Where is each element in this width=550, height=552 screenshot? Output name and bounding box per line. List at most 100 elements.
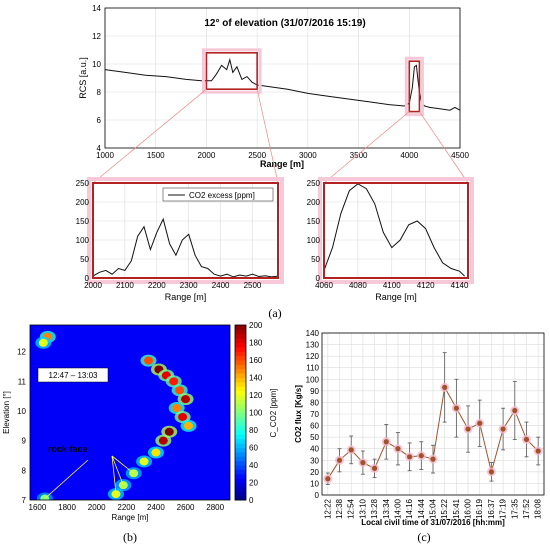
colorbar-segment: [235, 416, 246, 422]
colorbar-segment: [235, 491, 246, 497]
axes-border: [323, 182, 469, 279]
flux-point: [453, 405, 459, 411]
colorbar-segment: [235, 447, 246, 453]
colorbar-tick-label: 160: [249, 356, 263, 365]
colorbar-segment: [235, 395, 246, 400]
top-rcs-chart: 1000 1500 2000 2500 3000 3500 4000 4500 4 6 8 10 12 1…: [78, 4, 469, 169]
highlight-box-2: [408, 60, 421, 113]
y-tick-label: 30: [310, 456, 319, 465]
x-tick-label: 2800: [206, 503, 224, 512]
panel-label-b: (b): [123, 530, 137, 544]
y-axis-label: CO2 flux [Kg/s]: [294, 385, 303, 443]
x-tick-label: 15:41: [452, 498, 461, 519]
time-label-box: [37, 367, 109, 383]
colorbar-tick-label: 120: [249, 391, 263, 400]
y-tick-label: 130: [306, 341, 320, 350]
highlight-box-1: [205, 51, 258, 91]
y-tick-label: 12: [17, 348, 26, 357]
y-tick-label: 120: [306, 352, 320, 361]
flux-point: [336, 457, 343, 463]
colorbar-segment: [235, 478, 246, 483]
x-tick-label: 2000: [88, 503, 106, 512]
heatmap-blob: [144, 356, 154, 365]
colorbar-tick-label: 40: [249, 461, 258, 470]
x-axis-label: Range [m]: [112, 513, 149, 522]
x-tick-label: 4100: [383, 281, 401, 290]
y-tick-label: 110: [306, 364, 319, 373]
flux-point: [523, 436, 530, 443]
colorbar-segment: [235, 360, 246, 365]
colorbar-segment: [235, 443, 246, 448]
flux-point: [407, 454, 413, 460]
y-tick-label: 6: [97, 116, 102, 125]
zoom-glow: [318, 177, 474, 284]
x-tick-label: 2200: [117, 503, 135, 512]
heatmap-blob: [111, 490, 121, 499]
x-tick-label: 13:28: [370, 498, 379, 519]
colorbar-segment: [235, 460, 246, 466]
x-tick-label: 12:38: [335, 498, 344, 519]
flux-point: [418, 453, 424, 459]
x-tick-label: 2400: [147, 503, 165, 512]
x-tick-label: 17:52: [522, 498, 531, 519]
flux-point: [512, 407, 518, 414]
flux-point: [383, 439, 389, 445]
heatmap-blob: [178, 412, 188, 421]
colorbar-segment: [235, 333, 246, 339]
heatmap-blob: [139, 457, 149, 466]
x-tick-label: 17:35: [510, 498, 519, 519]
flux-point: [430, 456, 436, 462]
colorbar-segment: [235, 368, 246, 374]
y-tick-label: 70: [310, 410, 319, 419]
connector-line: [419, 111, 469, 184]
y-tick-label: 50: [311, 255, 320, 264]
x-tick-label: 2500: [248, 151, 266, 160]
connector-line: [323, 111, 410, 184]
colorbar-segment: [235, 425, 246, 431]
x-tick-label: 2300: [180, 281, 198, 290]
y-tick-label: 9: [22, 437, 27, 446]
x-axis-label: Range [m]: [165, 292, 207, 302]
colorbar-segment: [235, 486, 246, 492]
legend-box: [162, 187, 274, 202]
flux-point: [325, 476, 331, 482]
y-tick-label: 250: [76, 179, 90, 188]
plot-area: [324, 183, 468, 278]
x-tick-label: 1500: [147, 151, 165, 160]
highlight-glow: [201, 48, 262, 94]
x-tick-label: 16:00: [464, 498, 473, 519]
colorbar-segment: [235, 351, 246, 357]
y-tick-label: 11: [18, 377, 27, 386]
heatmap-chart: 1600 1800 2000 2200 2400 2600 280078910111212:…: [2, 321, 278, 522]
x-tick-label: 17:19: [499, 498, 508, 519]
y-tick-label: 140: [306, 329, 320, 338]
flux-point: [395, 446, 401, 452]
heatmap-blob: [164, 427, 174, 436]
x-tick-label: 12:54: [347, 498, 356, 519]
y-tick-label: 7: [22, 496, 27, 505]
flux-point: [477, 420, 483, 426]
flux-point: [465, 426, 471, 432]
colorbar-segment: [235, 495, 246, 501]
y-tick-label: 0: [316, 274, 321, 283]
zoom-right-chart: 4060 4080 4100 4120 4140 0 50 100 150 200 250 Range…: [307, 177, 474, 302]
heatmap-blob: [184, 421, 194, 430]
axes-border: [29, 324, 231, 501]
y-tick-label: 8: [97, 88, 102, 97]
time-label: 12:47 – 13:03: [49, 371, 98, 380]
x-tick-label: 16:37: [487, 498, 496, 519]
flux-point: [371, 465, 378, 471]
colorbar-segment: [235, 390, 246, 396]
y-tick-label: 0: [85, 274, 90, 283]
flux-point: [535, 448, 541, 454]
x-tick-label: 15:04: [429, 498, 438, 519]
colorbar-segment: [235, 469, 246, 475]
y-tick-label: 150: [307, 217, 321, 226]
y-tick-label: 50: [310, 433, 319, 442]
x-tick-label: 2400: [212, 281, 230, 290]
colorbar-tick-label: 20: [249, 479, 258, 488]
x-tick-label: 2000: [198, 151, 216, 160]
flux-point: [488, 469, 495, 475]
